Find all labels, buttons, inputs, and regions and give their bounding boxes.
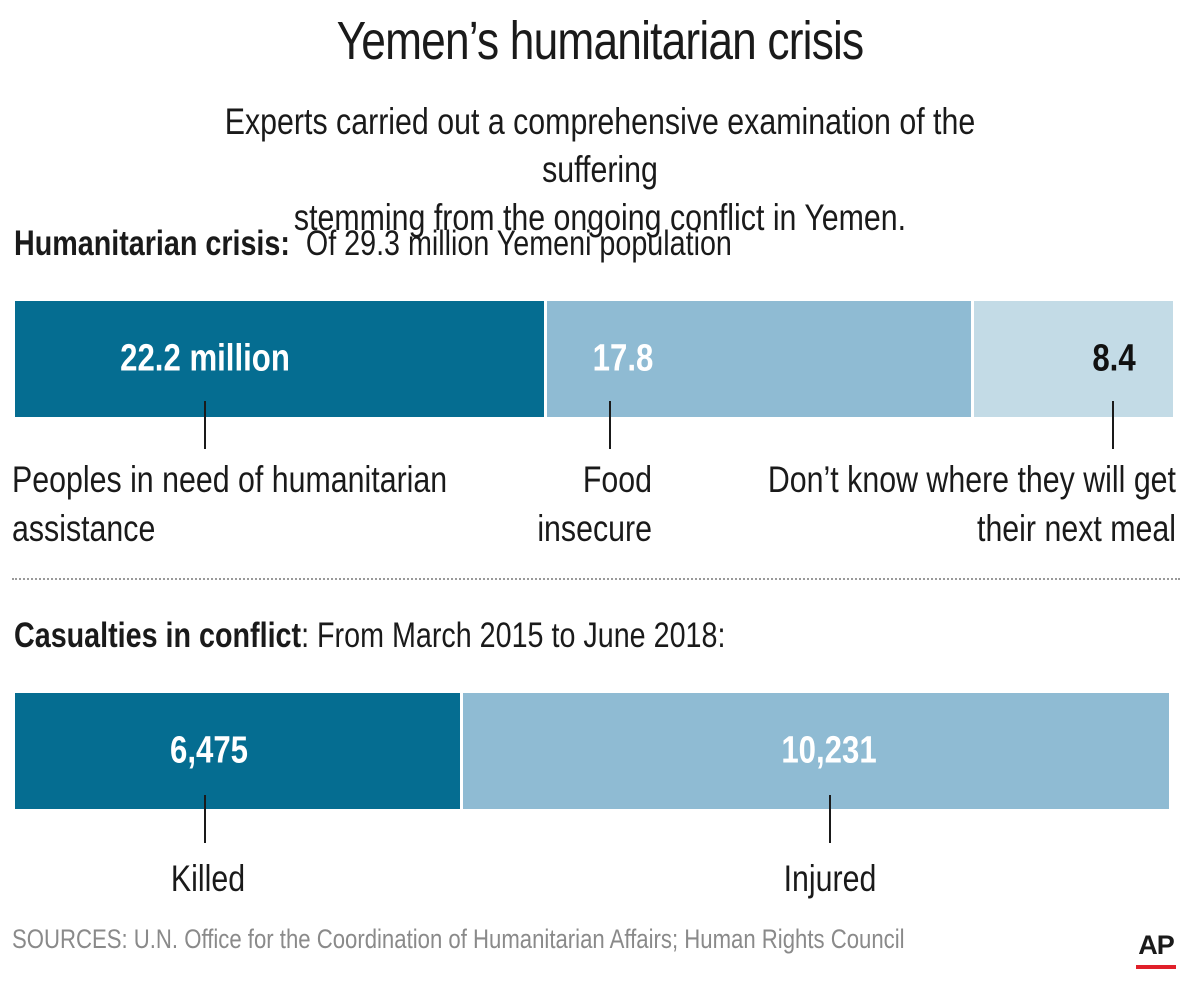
label-killed: Killed xyxy=(126,854,290,903)
label-food-insecure: Food insecure xyxy=(488,455,652,553)
label-injured-line-1: Injured xyxy=(783,858,877,899)
section-divider xyxy=(12,578,1180,580)
ap-logo: AP xyxy=(1138,930,1175,960)
bar-value-next-meal: 8.4 xyxy=(1092,337,1136,380)
label-injured: Injured xyxy=(748,854,912,903)
bar-killed: 6,475 xyxy=(15,693,460,809)
label-next-meal: Don’t know where they will get their nex… xyxy=(766,455,1176,553)
bar-value-food-insecure: 17.8 xyxy=(592,337,654,380)
section-heading-rest: : From March 2015 to June 2018: xyxy=(301,616,726,655)
label-next-meal-line-1: Don’t know where they will get xyxy=(767,459,1176,500)
section-heading-bold: Casualties in conflict xyxy=(14,616,302,655)
bar-injured: 10,231 xyxy=(463,693,1169,809)
section-heading-casualties: Casualties in conflict: From March 2015 … xyxy=(14,616,725,656)
ap-logo-underline xyxy=(1136,965,1176,969)
label-next-meal-line-2: their next meal xyxy=(977,508,1176,549)
bar-value-injured: 10,231 xyxy=(781,729,877,772)
tick-killed xyxy=(204,795,206,843)
bar-in-need: 22.2 million xyxy=(15,301,544,417)
page-title: Yemen’s humanitarian crisis xyxy=(336,11,865,71)
label-in-need-line-1: Peoples in need of humanitarian xyxy=(12,459,448,500)
tick-in-need xyxy=(204,401,206,449)
bar-value-killed: 6,475 xyxy=(170,729,248,772)
tick-next-meal xyxy=(1112,401,1114,449)
source-note: SOURCES: U.N. Office for the Coordinatio… xyxy=(12,924,905,954)
label-food-insecure-line-1: Food xyxy=(582,459,652,500)
label-killed-line-1: Killed xyxy=(170,858,246,899)
page-subtitle: Experts carried out a comprehensive exam… xyxy=(190,98,1010,242)
section-heading-bold: Humanitarian crisis: xyxy=(14,224,290,263)
label-food-insecure-line-2: insecure xyxy=(537,508,652,549)
bar-value-in-need: 22.2 million xyxy=(120,337,290,380)
section-heading-humanitarian: Humanitarian crisis: Of 29.3 million Yem… xyxy=(14,224,732,264)
bar-next-meal: 8.4 xyxy=(974,301,1173,417)
subtitle-line-1: Experts carried out a comprehensive exam… xyxy=(224,101,976,190)
section-heading-rest: Of 29.3 million Yemeni population xyxy=(305,224,732,263)
subtitle-line-2: stemming from the ongoing conflict in Ye… xyxy=(293,197,907,238)
tick-injured xyxy=(829,795,831,843)
bar-food-insecure: 17.8 xyxy=(547,301,971,417)
tick-food-insecure xyxy=(609,401,611,449)
label-in-need: Peoples in need of humanitarian assistan… xyxy=(12,455,479,553)
label-in-need-line-2: assistance xyxy=(12,508,156,549)
